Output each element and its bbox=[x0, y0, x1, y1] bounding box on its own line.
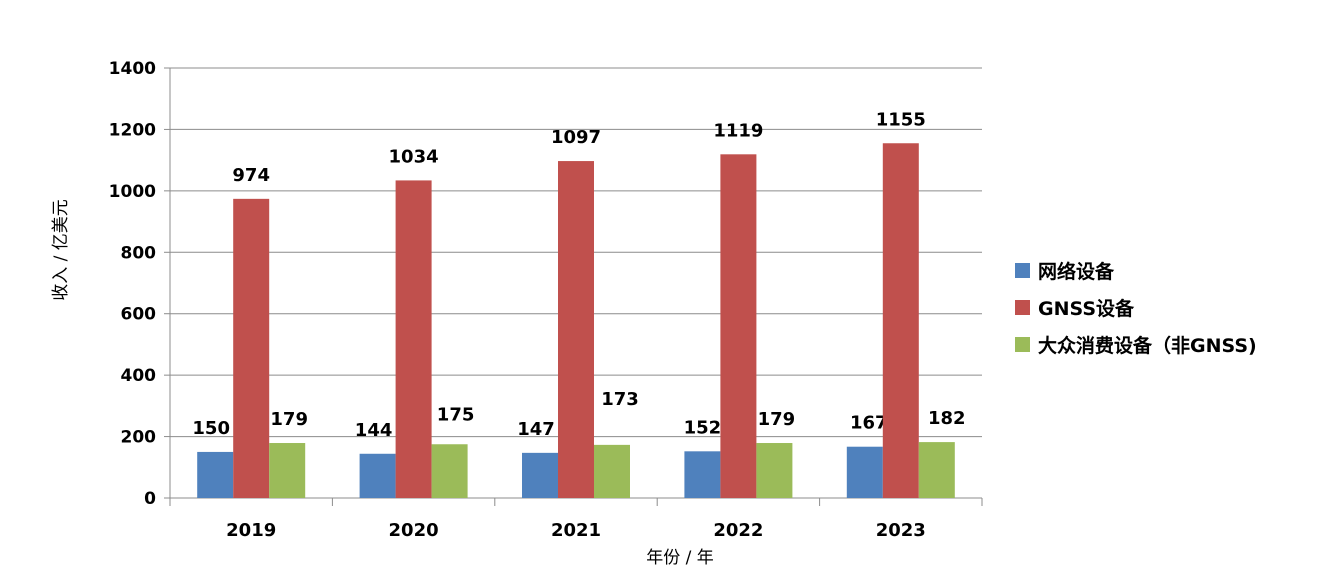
legend-label: 大众消费设备（非GNSS) bbox=[1038, 335, 1257, 357]
bar bbox=[269, 443, 306, 498]
x-tick-label: 2022 bbox=[713, 520, 763, 541]
bar bbox=[720, 154, 757, 499]
y-axis-label-container: 收入 / 亿美元 bbox=[40, 150, 80, 350]
y-tick-label: 0 bbox=[144, 489, 156, 509]
bar bbox=[197, 451, 234, 498]
bar bbox=[756, 443, 793, 498]
legend-item-network: 网络设备 bbox=[1015, 252, 1320, 289]
y-tick-label: 800 bbox=[121, 243, 157, 263]
legend-item-gnss: GNSS设备 bbox=[1015, 289, 1320, 326]
y-axis-label: 收入 / 亿美元 bbox=[51, 199, 71, 301]
data-label: 147 bbox=[517, 419, 555, 440]
data-label: 179 bbox=[270, 409, 308, 430]
data-label: 167 bbox=[850, 413, 888, 434]
bar bbox=[431, 444, 468, 498]
bar bbox=[522, 452, 558, 498]
data-label: 1034 bbox=[389, 146, 439, 167]
data-label: 1119 bbox=[713, 120, 763, 141]
legend-swatch bbox=[1015, 263, 1030, 278]
data-label: 1155 bbox=[876, 109, 926, 130]
data-label: 974 bbox=[232, 165, 270, 186]
legend-label: GNSS设备 bbox=[1038, 298, 1135, 320]
legend-swatch bbox=[1015, 337, 1030, 352]
bar bbox=[846, 446, 883, 498]
legend: 网络设备 GNSS设备 大众消费设备（非GNSS) bbox=[1015, 252, 1320, 363]
data-label: 173 bbox=[601, 389, 639, 410]
bar bbox=[882, 143, 919, 498]
bar bbox=[594, 444, 630, 498]
data-label: 150 bbox=[192, 418, 230, 439]
x-axis-label: 年份 / 年 bbox=[646, 548, 714, 568]
y-tick-label: 400 bbox=[121, 366, 157, 386]
x-tick-label: 2023 bbox=[876, 520, 926, 541]
x-tick-label: 2019 bbox=[226, 520, 276, 541]
legend-item-consumer: 大众消费设备（非GNSS) bbox=[1015, 326, 1320, 363]
legend-swatch bbox=[1015, 300, 1030, 315]
legend-label: 网络设备 bbox=[1038, 261, 1115, 283]
x-tick-label: 2020 bbox=[389, 520, 439, 541]
bar bbox=[359, 453, 396, 498]
data-label: 152 bbox=[684, 417, 722, 438]
bar bbox=[918, 442, 955, 498]
y-tick-label: 1200 bbox=[109, 120, 156, 140]
y-tick-label: 1000 bbox=[109, 182, 156, 202]
bar bbox=[395, 180, 432, 498]
x-tick-label: 2021 bbox=[551, 520, 601, 541]
data-label: 179 bbox=[758, 409, 796, 430]
y-tick-label: 600 bbox=[121, 305, 157, 325]
data-label: 175 bbox=[437, 404, 475, 425]
bar bbox=[684, 451, 721, 498]
data-label: 1097 bbox=[551, 127, 601, 148]
data-label: 182 bbox=[928, 408, 966, 429]
bar bbox=[233, 198, 270, 499]
data-label: 144 bbox=[355, 420, 393, 441]
y-tick-label: 1400 bbox=[109, 59, 156, 79]
bar bbox=[558, 161, 594, 499]
y-tick-label: 200 bbox=[121, 428, 157, 448]
